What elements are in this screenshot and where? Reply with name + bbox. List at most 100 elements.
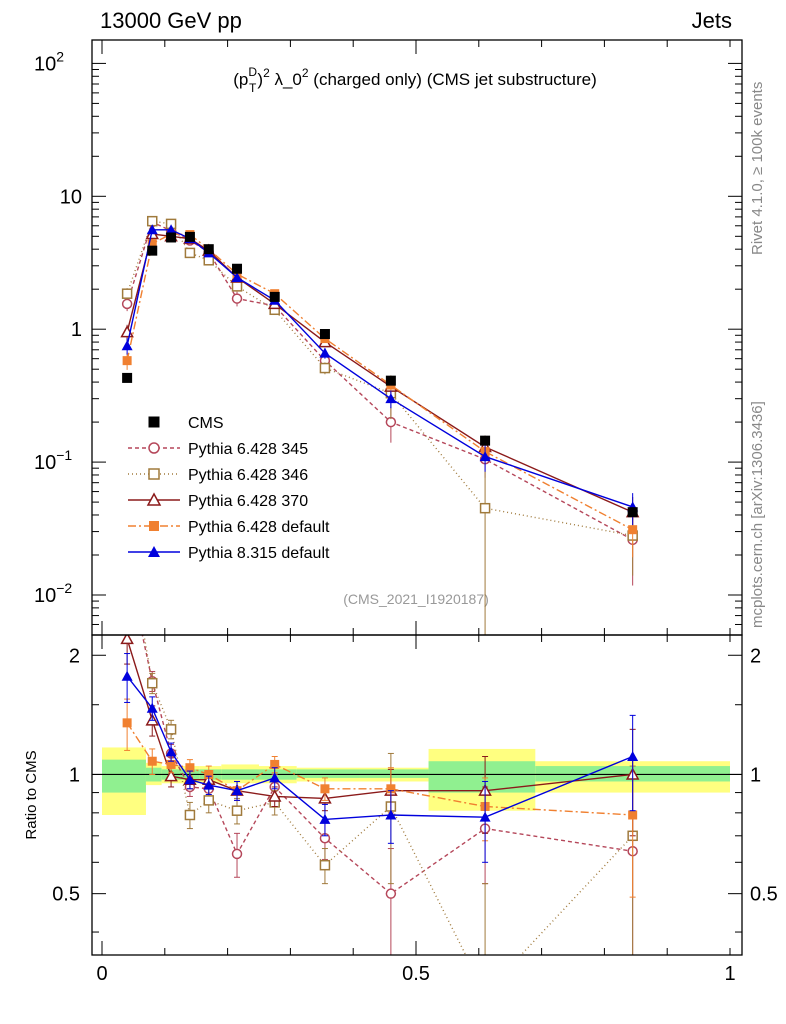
point-pythia-8-315-default-2 [165, 224, 177, 235]
legend-label-cms: CMS [188, 415, 224, 432]
ratio-point-pythia-8-315-default-7 [319, 813, 331, 824]
ratio-point-pythia-6-428-346-3 [184, 809, 196, 821]
legend-marker-cms [148, 416, 160, 428]
ratio-point-pythia-8-315-default-6 [269, 772, 281, 783]
ratio-y-tick-label-left-2: 2 [69, 645, 80, 667]
ratio-point-pythia-6-428-default-10 [628, 810, 638, 820]
x-tick-label-1: 0.5 [402, 963, 430, 985]
ratio-line-pythia-6-428-345 [141, 635, 633, 895]
ratio-point-pythia-8-315-default-0 [121, 670, 133, 681]
point-cms-2 [166, 232, 177, 243]
ratio-y-tick-label-right-2: 2 [750, 645, 761, 667]
ratio-point-pythia-6-428-345-5 [231, 848, 243, 860]
ratio-point-pythia-6-428-345-0 [123, 560, 132, 569]
point-pythia-6-428-default-1 [147, 239, 157, 249]
panel-frames [91, 39, 743, 956]
point-pythia-6-428-346-5 [231, 281, 243, 292]
ratio-point-pythia-6-428-default-1 [147, 756, 157, 766]
legend-marker-pythia-6-428-345 [148, 442, 160, 454]
y-tick-label-3: 10−1 [34, 447, 72, 474]
ratio-point-pythia-8-315-default-2 [165, 746, 177, 757]
point-cms-9 [480, 435, 491, 446]
point-pythia-8-315-default-0 [121, 340, 133, 351]
legend-label-pythia-6-428-default: Pythia 6.428 default [188, 519, 330, 536]
point-pythia-6-428-346-9 [479, 502, 491, 514]
ratio-point-pythia-6-428-default-6 [270, 759, 280, 769]
ratio-point-pythia-6-428-346-1 [146, 677, 158, 689]
point-pythia-6-428-346-3 [184, 247, 196, 259]
ratio-point-pythia-6-428-346-2 [165, 724, 177, 735]
point-pythia-8-315-default-5 [231, 271, 243, 282]
ratio-y-tick-label-right-0: 0.5 [750, 884, 778, 906]
ratio-point-pythia-8-315-default-4 [203, 779, 215, 790]
ratio-point-pythia-6-428-default-3 [185, 763, 195, 773]
band-inner-0 [102, 759, 146, 793]
legend-label-pythia-8-315-default: Pythia 8.315 default [188, 545, 330, 562]
point-pythia-6-428-default-10 [628, 525, 638, 535]
header-right: Jets [692, 8, 732, 33]
ratio-point-pythia-6-428-346-9 [481, 989, 490, 998]
ratio-point-pythia-6-428-default-4 [204, 769, 214, 779]
point-cms-0 [122, 372, 133, 383]
x-tick-label-0: 0 [96, 963, 107, 985]
ratio-point-pythia-6-428-346-5 [231, 805, 243, 816]
band-inner-9 [428, 761, 536, 793]
legend: CMS Pythia 6.428 345 Pythia 6.428 346 Pythi… [128, 415, 330, 562]
rivet-label: Rivet 4.1.0, ≥ 100k events [749, 82, 766, 255]
legend-marker-pythia-6-428-346 [148, 468, 160, 480]
y-tick-label-0: 102 [34, 48, 64, 75]
ratio-panel-series [120, 532, 640, 998]
ratio-point-pythia-6-428-default-7 [320, 784, 330, 794]
point-pythia-8-315-default-8 [385, 393, 397, 404]
ratio-point-pythia-8-315-default-3 [184, 774, 196, 785]
legend-marker-pythia-6-428-default [149, 521, 159, 531]
ratio-point-pythia-6-428-346-7 [319, 859, 331, 871]
ratio-line-pythia-8-315-default [126, 675, 633, 821]
ratio-point-pythia-8-315-default-9 [479, 811, 491, 822]
ratio-point-pythia-8-315-default-1 [146, 702, 158, 713]
point-cms-1 [147, 245, 158, 256]
chart-title: (pD T)2 λ_02 (charged only) (CMS jet subs… [233, 65, 596, 95]
point-pythia-6-428-default-0 [122, 356, 132, 366]
point-cms-7 [319, 329, 330, 340]
ratio-y-label: Ratio to CMS [23, 750, 40, 839]
ratio-point-pythia-6-428-346-0 [123, 532, 132, 541]
ratio-y-tick-label-left-1: 1 [69, 764, 80, 786]
mcplots-label: mcplots.cern.ch [arXiv:1306.3436] [749, 401, 766, 628]
point-cms-4 [203, 244, 214, 255]
legend-label-pythia-6-428-346: Pythia 6.428 346 [188, 467, 308, 484]
top-panel-series [120, 215, 640, 635]
point-pythia-6-428-345-5 [231, 293, 243, 304]
y-tick-label-2: 1 [71, 319, 82, 341]
point-cms-3 [184, 231, 195, 242]
band-inner-7 [296, 769, 360, 778]
point-pythia-8-315-default-1 [146, 224, 158, 235]
ratio-point-pythia-6-428-346-4 [203, 795, 215, 806]
legend-marker-pythia-6-428-370 [146, 492, 162, 506]
point-cms-5 [232, 263, 243, 274]
y-tick-label-4: 10−2 [34, 580, 72, 607]
band-inner-8 [359, 769, 429, 778]
ratio-y-tick-label-right-1: 1 [750, 764, 761, 786]
ratio-point-pythia-6-428-default-0 [122, 718, 132, 728]
series-line-pythia-8-315-default [126, 229, 633, 508]
x-tick-label-2: 1 [724, 963, 735, 985]
ratio-point-pythia-8-315-default-5 [231, 785, 243, 796]
point-pythia-6-428-346-0 [121, 288, 133, 299]
header-left: 13000 GeV pp [100, 8, 242, 33]
ratio-line-pythia-6-428-default [126, 722, 633, 816]
point-pythia-6-428-346-7 [319, 362, 331, 374]
point-pythia-6-428-345-0 [121, 298, 133, 310]
ratio-point-pythia-6-428-345-8 [385, 888, 397, 899]
ratio-point-pythia-8-315-default-8 [385, 809, 397, 820]
ratio-point-pythia-6-428-370-0 [120, 635, 134, 645]
ratio-point-pythia-6-428-default-2 [166, 759, 176, 769]
top-panel-axes: 102 10 1 10−1 10−2 [34, 40, 742, 636]
ratio-point-pythia-8-315-default-10 [627, 751, 639, 762]
ratio-y-tick-label-left-0: 0.5 [52, 884, 80, 906]
point-cms-10 [627, 507, 638, 518]
analysis-tag: (CMS_2021_I1920187) [343, 591, 489, 607]
legend-label-pythia-6-428-345: Pythia 6.428 345 [188, 441, 308, 458]
ratio-point-pythia-6-428-default-8 [386, 784, 396, 794]
